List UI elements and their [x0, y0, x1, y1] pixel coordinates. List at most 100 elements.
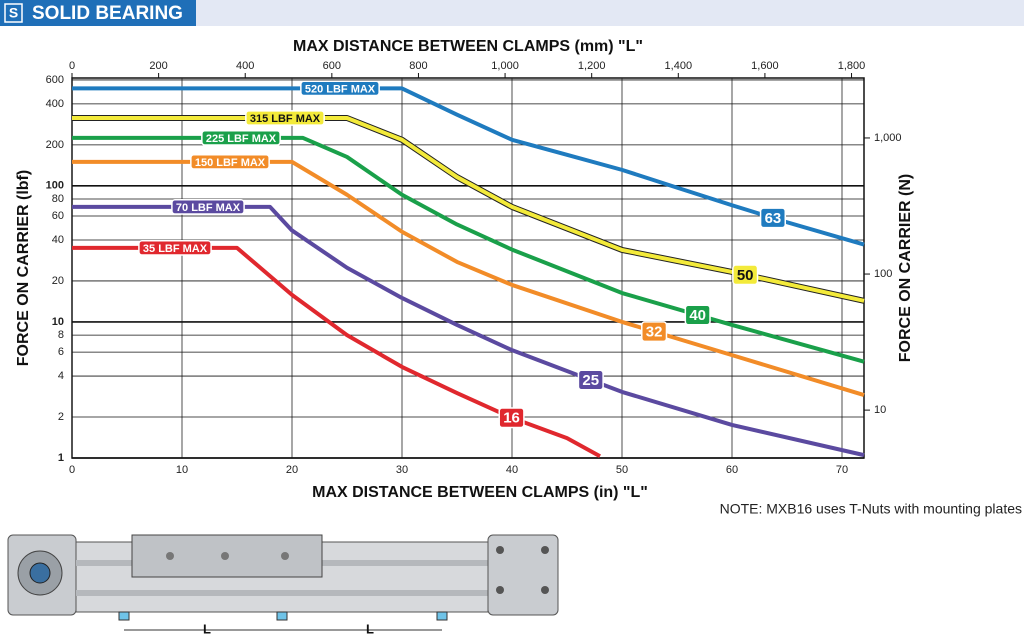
- series-label-group: 50: [732, 264, 759, 286]
- y-tick-label: 2: [58, 411, 64, 423]
- t-nut: [276, 611, 288, 621]
- bolt: [541, 586, 549, 594]
- t-nut: [118, 611, 130, 621]
- bolt: [496, 546, 504, 554]
- series-label-box: [759, 207, 787, 229]
- x-tick-label: 50: [616, 464, 628, 476]
- curve: [72, 86, 865, 247]
- series-label-group: 40: [684, 304, 711, 326]
- y-tick-label: 20: [52, 275, 64, 287]
- x2-tick-label: 1,800: [838, 60, 866, 72]
- max-label-box: [245, 110, 325, 126]
- x2-tick-label: 1,400: [665, 60, 693, 72]
- max-label-box: [300, 80, 380, 97]
- max-label-box: [190, 153, 270, 170]
- header-badge-box: [4, 3, 23, 23]
- max-label: 315 LBF MAX: [250, 113, 321, 125]
- x2-tick-label: 800: [409, 60, 427, 72]
- max-label: 225 LBF MAX: [206, 133, 277, 145]
- y-tick-label: 8: [58, 329, 64, 341]
- header-badge: S: [9, 5, 18, 21]
- bolt: [541, 546, 549, 554]
- bolt: [281, 552, 289, 560]
- dimension-label: L: [366, 621, 374, 636]
- series-label: 25: [582, 372, 599, 389]
- dimension-label: L: [203, 621, 211, 636]
- x2-tick-label: 1,600: [751, 60, 779, 72]
- series-label: 16: [503, 410, 520, 427]
- y-tick-label: 400: [46, 98, 64, 110]
- x-tick-label: 0: [69, 464, 75, 476]
- y-tick-label: 6: [58, 346, 64, 358]
- x2-tick-label: 0: [69, 60, 75, 72]
- max-label-group: 315 LBF MAX: [245, 110, 325, 126]
- max-label-group: 150 LBF MAX: [190, 153, 270, 170]
- series-label: 32: [646, 324, 663, 341]
- series-label-box: [732, 264, 759, 286]
- carriage-drawing: L L: [7, 534, 559, 636]
- y-tick-label: 60: [52, 210, 64, 222]
- x2-tick-label: 400: [236, 60, 254, 72]
- series-label-group: 25: [577, 369, 604, 391]
- series-label-group: 63: [759, 207, 787, 229]
- bolt: [496, 586, 504, 594]
- x-tick-label: 20: [286, 464, 298, 476]
- rail-groove: [76, 590, 488, 596]
- x2-tick-label: 1,000: [491, 60, 519, 72]
- max-label: 150 LBF MAX: [195, 157, 266, 169]
- y-tick-label: 40: [52, 234, 64, 246]
- curve: [72, 116, 865, 303]
- y-tick-label: 10: [52, 316, 64, 328]
- curve: [72, 245, 601, 459]
- max-label-group: 70 LBF MAX: [171, 199, 245, 215]
- x-tick-label: 40: [506, 464, 518, 476]
- bolt: [166, 552, 174, 560]
- max-label-box: [138, 239, 212, 256]
- x-axis-title: MAX DISTANCE BETWEEN CLAMPS (in) "L": [312, 484, 648, 501]
- max-label-box: [201, 130, 281, 146]
- series-label-group: 32: [641, 321, 668, 343]
- curve: [72, 159, 865, 397]
- max-label: 70 LBF MAX: [176, 202, 241, 214]
- curve: [72, 204, 865, 458]
- series-label-box: [498, 407, 525, 429]
- y-tick-label: 100: [46, 180, 64, 192]
- y-tick-label: 1: [58, 452, 64, 464]
- y2-axis-title: FORCE ON CARRIER (N): [897, 174, 914, 362]
- max-label: 520 LBF MAX: [305, 83, 376, 95]
- pulley-hub: [29, 562, 51, 584]
- y-tick-label: 4: [58, 370, 64, 382]
- series-label: 40: [689, 307, 706, 324]
- max-label-group: 520 LBF MAX: [300, 80, 380, 97]
- top-axis-title: MAX DISTANCE BETWEEN CLAMPS (mm) "L": [293, 38, 643, 55]
- header-title: SOLID BEARING: [32, 3, 183, 24]
- y2-tick-label: 100: [874, 268, 892, 280]
- max-label-group: 35 LBF MAX: [138, 239, 212, 256]
- y-tick-label: 600: [46, 74, 64, 86]
- x2-tick-label: 600: [323, 60, 341, 72]
- note: NOTE: MXB16 uses T-Nuts with mounting pl…: [720, 501, 1022, 517]
- y2-tick-label: 10: [874, 404, 886, 416]
- end-cap-right: [487, 534, 559, 616]
- series-label-box: [577, 369, 604, 391]
- y-tick-label: 200: [46, 139, 64, 151]
- x-tick-label: 70: [836, 464, 848, 476]
- max-label: 35 LBF MAX: [143, 243, 208, 255]
- series-label: 63: [765, 210, 782, 227]
- series-label-box: [684, 304, 711, 326]
- x2-tick-label: 200: [149, 60, 167, 72]
- max-label-box: [171, 199, 245, 215]
- y-tick-label: 80: [52, 193, 64, 205]
- x2-tick-label: 1,200: [578, 60, 606, 72]
- x-tick-label: 60: [726, 464, 738, 476]
- t-nut: [436, 611, 448, 621]
- series-label: 50: [737, 267, 754, 284]
- series-label-box: [641, 321, 668, 343]
- y2-tick-label: 1,000: [874, 132, 902, 144]
- x-tick-label: 10: [176, 464, 188, 476]
- header-title-box: [0, 0, 196, 26]
- x-tick-label: 30: [396, 464, 408, 476]
- bolt: [221, 552, 229, 560]
- y-axis-title: FORCE ON CARRIER (lbf): [15, 170, 32, 366]
